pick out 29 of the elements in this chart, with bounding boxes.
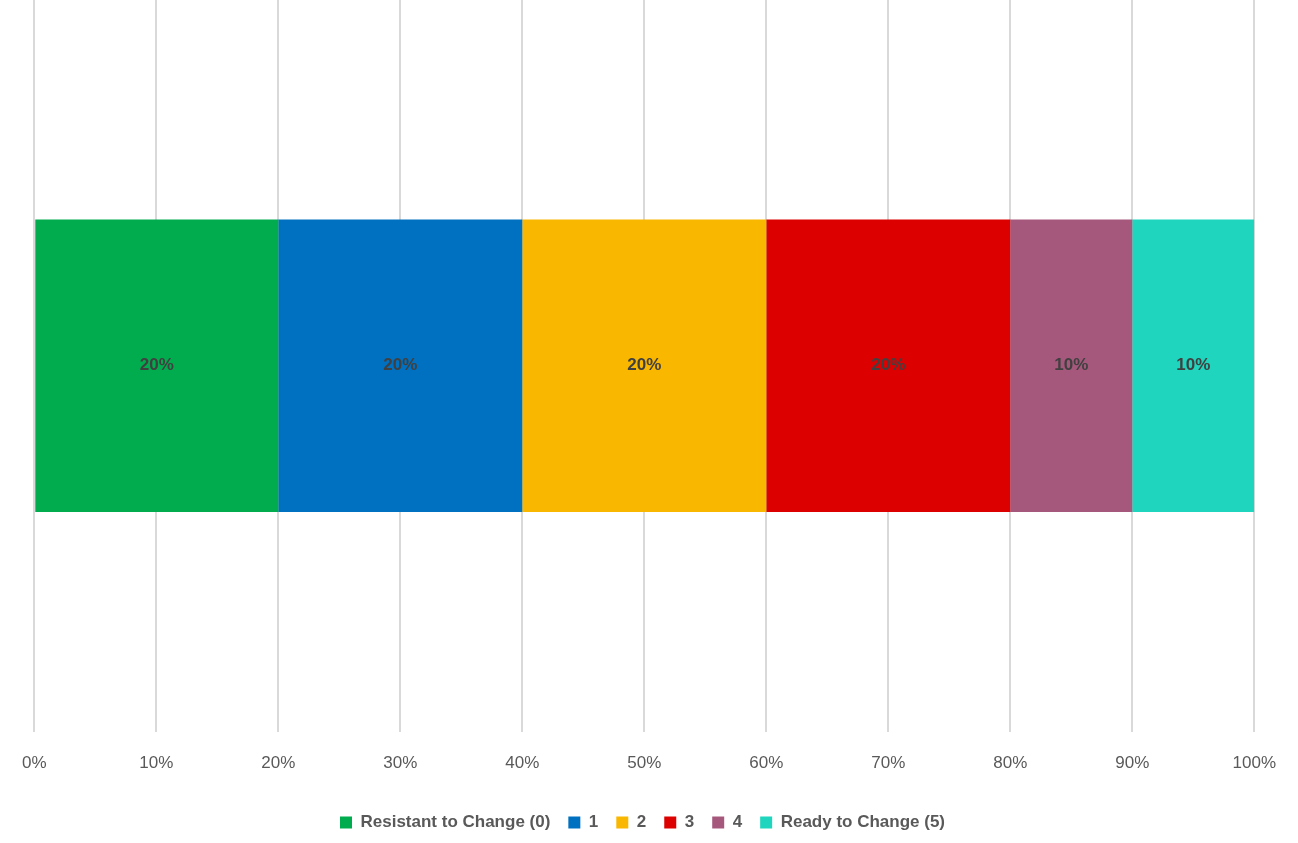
- x-tick-label: 90%: [1115, 753, 1150, 773]
- legend-label: 2: [636, 812, 647, 832]
- x-tick-label: 30%: [383, 753, 418, 773]
- legend-label: 4: [732, 812, 743, 832]
- data-label: 20%: [383, 355, 418, 375]
- legend-label: 3: [684, 812, 695, 832]
- bar: [278, 219, 523, 513]
- x-tick-label: 0%: [22, 753, 47, 773]
- bar: [522, 219, 767, 513]
- x-tick-label: 10%: [139, 753, 174, 773]
- bar: [1010, 219, 1133, 513]
- data-label: 20%: [627, 355, 662, 375]
- x-tick-label: 50%: [627, 753, 662, 773]
- legend-label: 1: [588, 812, 599, 832]
- data-label: 10%: [1054, 355, 1089, 375]
- bar: [766, 219, 1011, 513]
- x-tick-label: 80%: [993, 753, 1028, 773]
- x-tick-label: 60%: [749, 753, 784, 773]
- data-label: 10%: [1176, 355, 1211, 375]
- data-label: 20%: [871, 355, 906, 375]
- x-tick-label: 100%: [1232, 753, 1276, 773]
- x-tick-label: 70%: [871, 753, 906, 773]
- legend-label: Resistant to Change (0): [360, 812, 551, 832]
- bar: [1132, 219, 1255, 513]
- data-label: 20%: [139, 355, 174, 375]
- x-tick-label: 20%: [261, 753, 296, 773]
- bar: [35, 219, 279, 513]
- x-tick-label: 40%: [505, 753, 540, 773]
- legend-label: Ready to Change (5): [780, 812, 946, 832]
